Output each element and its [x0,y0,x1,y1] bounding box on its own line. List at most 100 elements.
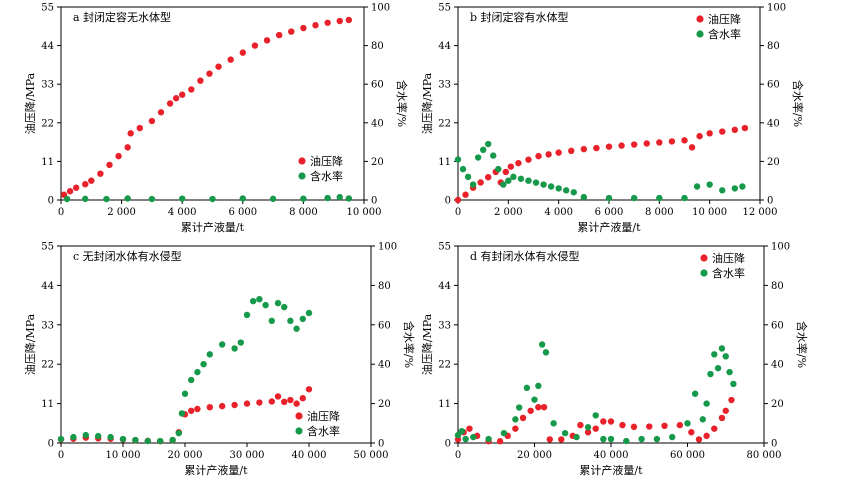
data-point [525,156,532,163]
data-point [485,140,492,148]
x-tick-label: 2 000 [494,207,523,218]
data-point [500,429,508,437]
x-tick-label: 8 000 [289,207,318,218]
data-point [490,152,497,159]
x-tick-label: 60 000 [670,450,705,461]
data-point [169,436,176,444]
y2-tick-label: 60 [378,320,391,331]
data-point [166,100,174,107]
data-point [288,28,295,35]
data-point [179,91,186,98]
data-point [676,421,684,429]
data-point [132,436,139,444]
data-point [696,132,703,140]
data-point [699,416,706,423]
data-point [545,151,552,158]
legend-label: 油压降 [307,409,340,423]
data-point [555,185,562,192]
data-point [563,187,570,194]
data-point [600,418,607,425]
y2-axis-label: 含水率/% [795,321,809,368]
x-tick-label: 6 000 [595,207,624,218]
data-point [462,435,469,443]
data-point [300,24,307,32]
data-point [82,431,90,439]
y2-tick-label: 40 [767,118,780,129]
legend-label: 油压降 [712,251,745,265]
data-point [688,429,695,436]
y2-tick-label: 20 [767,157,780,168]
y2-tick-label: 60 [771,320,784,331]
data-point [197,77,204,84]
data-point [688,144,696,151]
data-point [256,399,263,406]
data-point [646,423,653,430]
y-tick-label: 11 [41,399,54,410]
y2-tick-label: 60 [371,80,384,91]
y-tick-label: 11 [438,157,451,168]
x-tick-label: 20 000 [168,450,203,461]
data-point [181,390,189,397]
data-point [547,183,555,190]
data-point [66,188,74,195]
data-point [540,181,547,188]
x-tick-label: 6 000 [228,207,257,218]
legend-label: 含水率 [712,266,745,280]
data-point [107,433,114,441]
x-tick-label: 10 000 [106,450,141,461]
data-point [200,361,207,368]
x-tick-label: 0 [455,207,461,218]
data-point [115,152,122,160]
y2-tick-label: 20 [378,399,391,410]
data-point [570,189,577,196]
legend-marker [295,427,303,435]
data-point [300,195,307,202]
data-point [540,403,548,411]
y-axis-label: 油压降/MPa [23,313,37,375]
data-point [592,412,599,419]
data-point [281,398,288,406]
data-point [194,368,201,376]
series-water-cut [454,341,737,445]
data-point [227,56,234,63]
panel-title: d 有封闭水体有水侵型 [470,249,580,263]
data-point [623,437,630,445]
data-point [618,142,625,149]
data-point [525,177,532,184]
data-point [57,435,65,443]
data-point [172,95,180,102]
x-tick-label: 8 000 [645,207,674,218]
data-point [219,402,226,410]
x-axis-label: 累计产液量/t [181,220,245,234]
data-point [719,128,726,135]
data-point [243,311,251,319]
data-point [239,195,246,202]
y-tick-label: 33 [41,80,54,91]
data-point [293,325,300,332]
data-point [479,146,487,154]
y2-tick-label: 40 [771,360,784,371]
data-point [477,179,484,186]
data-point [502,168,510,176]
data-point [535,152,542,160]
data-point [607,435,615,443]
legend-marker [700,254,708,262]
data-point [684,420,691,427]
data-point [175,429,182,437]
data-point [573,433,580,441]
data-point [535,403,542,411]
data-point [512,416,519,423]
data-point [538,341,546,348]
panel-title: a 封闭定容无水体型 [73,10,171,24]
y2-tick-label: 80 [767,41,780,52]
series-water-cut [57,295,313,445]
data-point [454,196,462,204]
data-point [505,177,512,184]
data-point [312,22,319,29]
data-point [148,117,156,125]
data-point [523,384,531,392]
data-point [305,386,313,393]
